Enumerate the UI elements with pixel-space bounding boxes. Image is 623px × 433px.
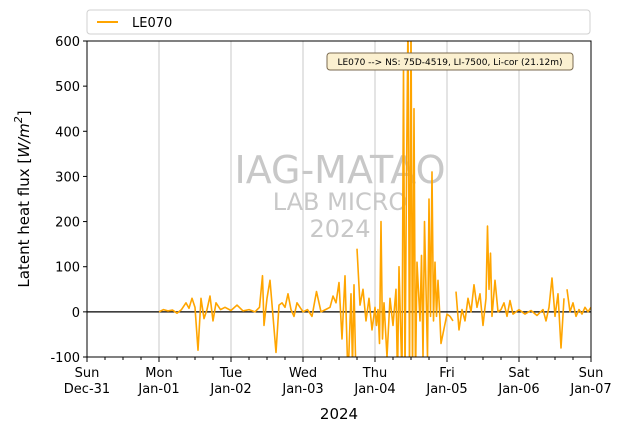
- y-tick-label: 300: [55, 170, 80, 185]
- legend-label-le070: LE070: [132, 16, 172, 31]
- y-axis: -100 0 100 200 300 400 500 600: [50, 35, 87, 366]
- legend-box: [86, 9, 591, 35]
- y-tick-label: -100: [50, 351, 80, 366]
- x-tick-day-label: Sun: [579, 366, 604, 381]
- y-tick-label: 100: [55, 261, 80, 276]
- x-tick-day-label: Wed: [289, 366, 317, 381]
- x-tick-date-label: Jan-06: [497, 382, 539, 397]
- y-axis-title: Latent heat flux [W/m2]: [12, 110, 33, 287]
- x-tick-day-label: Sun: [75, 366, 100, 381]
- x-tick-day-label: Mon: [145, 366, 172, 381]
- x-tick-date-label: Jan-07: [569, 382, 611, 397]
- series-line-le070: [158, 41, 591, 357]
- x-tick-date-label: Jan-04: [353, 382, 395, 397]
- y-tick-label: 200: [55, 216, 80, 231]
- x-tick-date-label: Jan-02: [209, 382, 251, 397]
- x-tick-date-label: Dec-31: [64, 382, 110, 397]
- y-tick-label: 500: [55, 80, 80, 95]
- y-tick-label: 400: [55, 125, 80, 140]
- watermark-line-3: 2024: [309, 215, 370, 243]
- x-axis: SunDec-31MonJan-01TueJan-02WedJan-03ThuJ…: [64, 357, 612, 397]
- annotation-frame: [326, 52, 574, 71]
- grid-lines: [158, 41, 520, 357]
- y-tick-label: 0: [72, 306, 80, 321]
- x-tick-date-label: Jan-01: [137, 382, 179, 397]
- annotation-box: LE070 --> NS: 75D-4519, LI-7500, Li-cor …: [326, 52, 574, 71]
- x-tick-day-label: Thu: [362, 366, 387, 381]
- x-axis-title: 2024: [320, 405, 358, 423]
- x-tick-day-label: Sat: [508, 366, 529, 381]
- watermark-line-2: LAB MICRO: [273, 188, 408, 216]
- x-tick-day-label: Tue: [219, 366, 242, 381]
- y-tick-label: 600: [55, 35, 80, 50]
- x-tick-date-label: Jan-03: [281, 382, 323, 397]
- annotation-text: LE070 --> NS: 75D-4519, LI-7500, Li-cor …: [337, 58, 562, 68]
- x-tick-day-label: Fri: [439, 366, 455, 381]
- series-layer: [158, 41, 591, 357]
- x-tick-date-label: Jan-05: [425, 382, 467, 397]
- legend: LE070: [86, 9, 591, 35]
